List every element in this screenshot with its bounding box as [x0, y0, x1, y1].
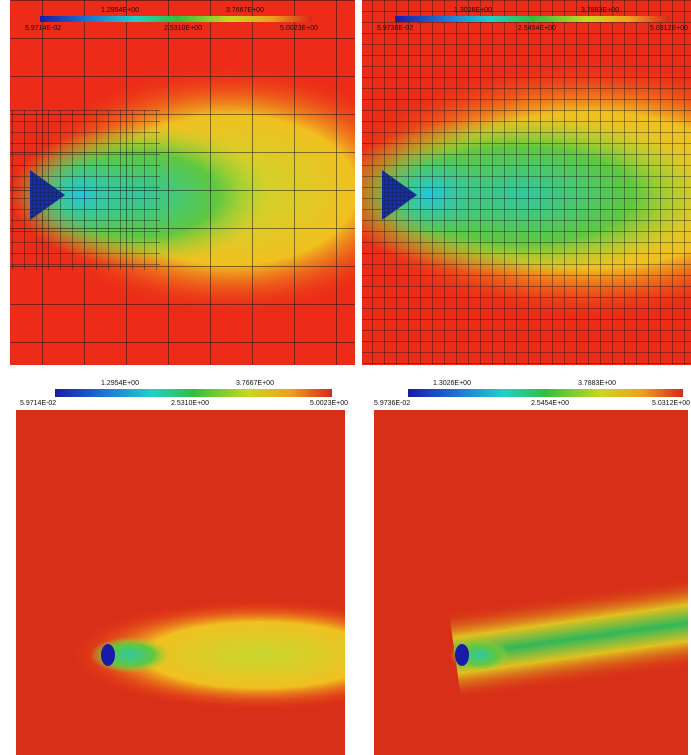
- colorbar-label: 5.0312E+00: [650, 25, 688, 32]
- colorbar-label: 3.7883E+00: [581, 7, 619, 14]
- colorbar-label: 5.0023E+00: [280, 25, 318, 32]
- colorbar-label: 3.7883E+00: [578, 380, 616, 387]
- colorbar-label: 2.5454E+00: [518, 25, 556, 32]
- mesh-panel: [362, 0, 691, 365]
- colorbar-label: 3.7667E+00: [226, 7, 264, 14]
- colorbar: [395, 16, 670, 22]
- mesh-panel: [10, 0, 355, 365]
- colorbar: [408, 389, 683, 397]
- colorbar-label: 1.3026E+00: [454, 7, 492, 14]
- colorbar-label: 2.5310E+00: [164, 25, 202, 32]
- contour-panel: [16, 410, 345, 755]
- colorbar-label: 1.3026E+00: [433, 380, 471, 387]
- colorbar-label: 2.5310E+00: [171, 400, 209, 407]
- colorbar-label: 5.9714E-02: [25, 25, 61, 32]
- colorbar-label: 5.9736E-02: [374, 400, 410, 407]
- colorbar: [40, 16, 312, 22]
- colorbar-label: 3.7667E+00: [236, 380, 274, 387]
- colorbar-label: 1.2954E+00: [101, 7, 139, 14]
- colorbar-label: 1.2954E+00: [101, 380, 139, 387]
- contour-panel: [374, 410, 688, 755]
- colorbar-label: 2.5454E+00: [531, 400, 569, 407]
- colorbar: [55, 389, 332, 397]
- colorbar-label: 5.9736E-02: [377, 25, 413, 32]
- colorbar-label: 5.9714E-02: [20, 400, 56, 407]
- colorbar-label: 5.0023E+00: [310, 400, 348, 407]
- colorbar-label: 5.0312E+00: [652, 400, 690, 407]
